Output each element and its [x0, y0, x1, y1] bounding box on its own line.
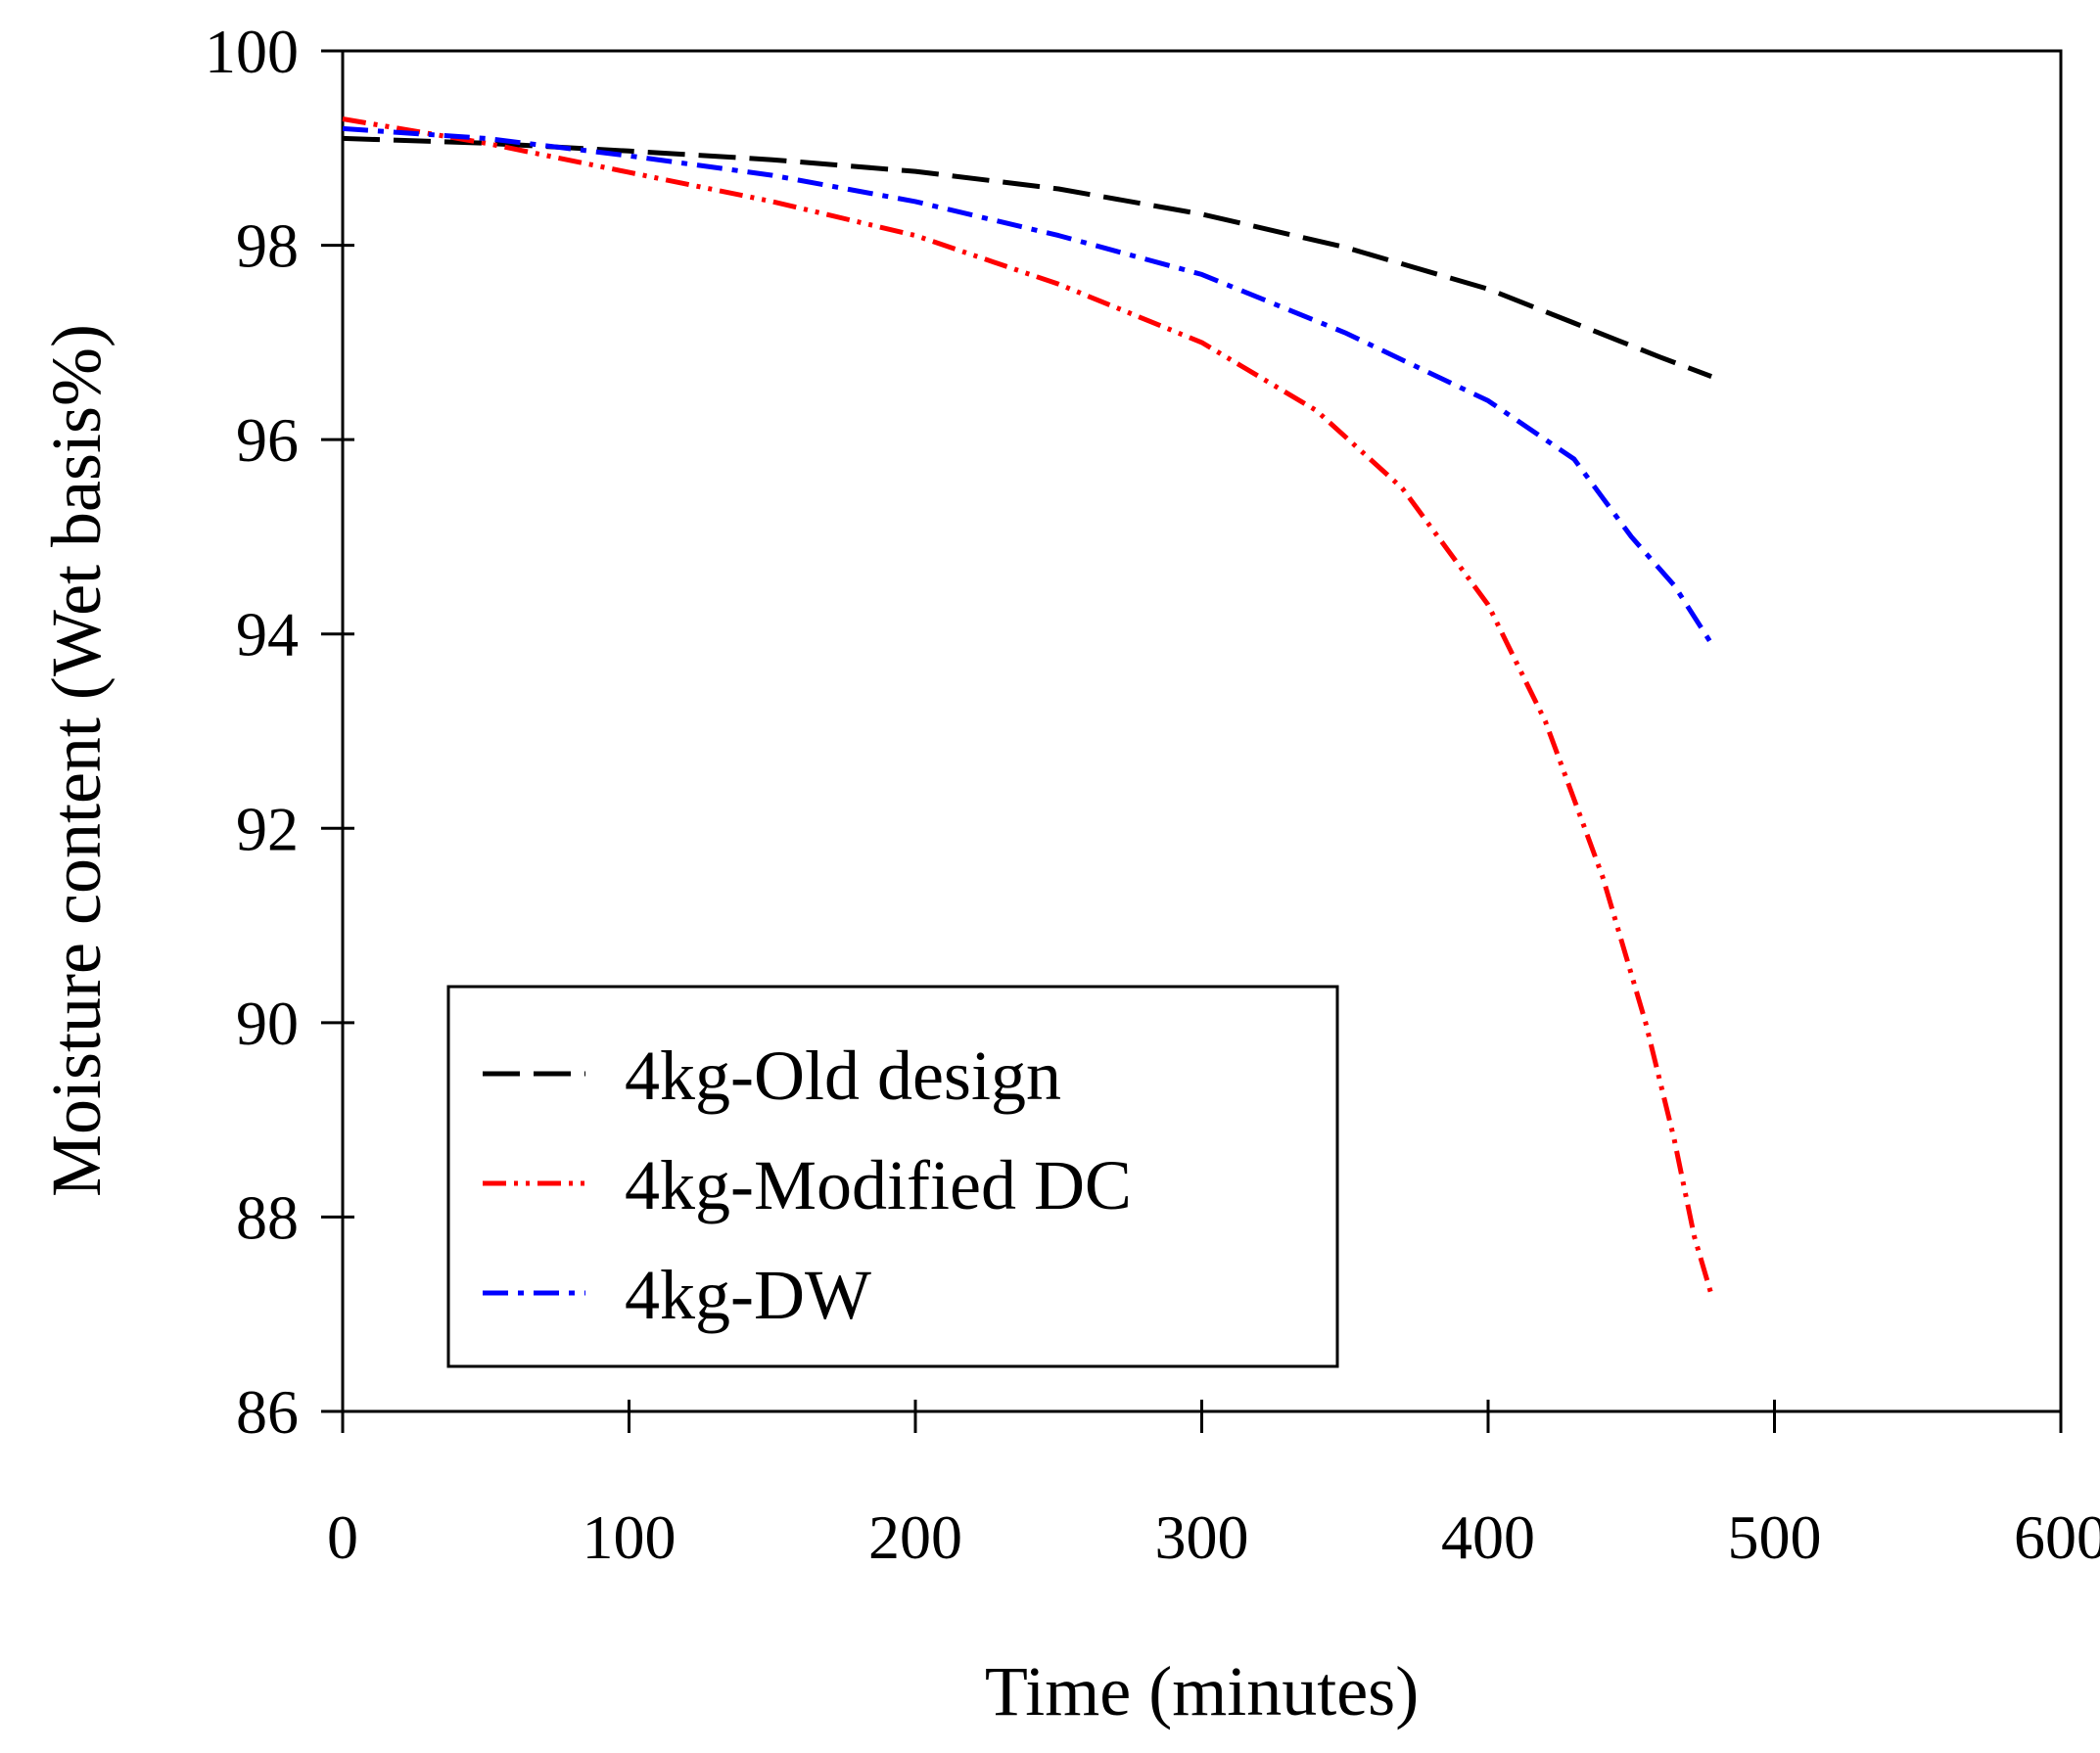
x-tick-label: 600	[2014, 1502, 2100, 1572]
y-tick-label: 96	[236, 405, 299, 475]
y-tick-label: 100	[205, 17, 299, 86]
y-tick-label: 92	[236, 794, 299, 863]
x-tick-label: 0	[327, 1502, 358, 1572]
legend-box	[446, 985, 1339, 1368]
y-tick-label: 94	[236, 600, 299, 669]
x-tick-label: 400	[1441, 1502, 1535, 1572]
x-tick-label: 200	[868, 1502, 962, 1572]
series-line-3	[342, 125, 1714, 645]
y-tick-label: 98	[236, 211, 299, 281]
x-axis-title: Time (minutes)	[985, 1652, 1419, 1730]
legend-label-3: 4kg-DW	[625, 1256, 871, 1334]
y-tick-label: 88	[236, 1182, 299, 1252]
series-line-1	[342, 135, 1712, 379]
x-tick-label: 500	[1728, 1502, 1822, 1572]
x-tick-label: 100	[583, 1502, 677, 1572]
legend-label-2: 4kg-Modified DC	[625, 1146, 1132, 1224]
legend-label-1: 4kg-Old design	[625, 1037, 1061, 1115]
y-tick-label: 90	[236, 989, 299, 1058]
x-tick-label: 300	[1155, 1502, 1249, 1572]
y-axis-title: Moisture content (Wet basis%)	[37, 324, 116, 1197]
y-tick-label: 86	[236, 1377, 299, 1447]
